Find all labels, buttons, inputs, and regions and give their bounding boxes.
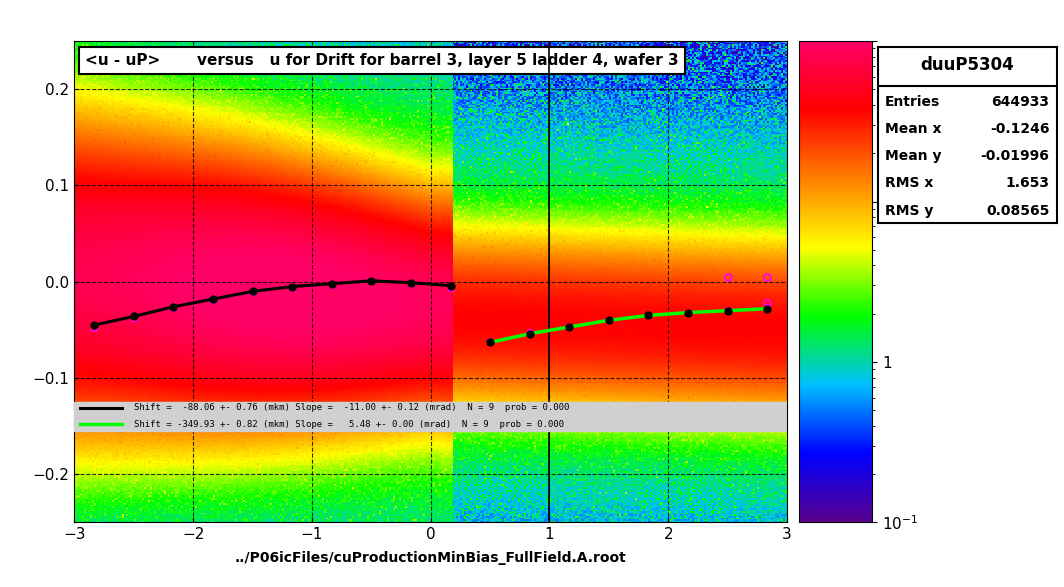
Text: Shift =  -88.06 +- 0.76 (mkm) Slope =  -11.00 +- 0.12 (mrad)  N = 9  prob = 0.00: Shift = -88.06 +- 0.76 (mkm) Slope = -11… bbox=[134, 403, 569, 413]
Text: 0.08565: 0.08565 bbox=[986, 204, 1049, 218]
Text: -0.01996: -0.01996 bbox=[981, 149, 1049, 163]
Text: duuP5304: duuP5304 bbox=[920, 56, 1014, 74]
Text: Entries: Entries bbox=[885, 95, 941, 109]
X-axis label: ../P06icFiles/cuProductionMinBias_FullField.A.root: ../P06icFiles/cuProductionMinBias_FullFi… bbox=[235, 551, 627, 565]
Text: RMS y: RMS y bbox=[885, 204, 933, 218]
Text: <u - uP>       versus   u for Drift for barrel 3, layer 5 ladder 4, wafer 3: <u - uP> versus u for Drift for barrel 3… bbox=[85, 53, 679, 68]
Text: 1.653: 1.653 bbox=[1005, 176, 1049, 190]
Text: 644933: 644933 bbox=[992, 95, 1049, 109]
Text: Shift = -349.93 +- 0.82 (mkm) Slope =   5.48 +- 0.00 (mrad)  N = 9  prob = 0.000: Shift = -349.93 +- 0.82 (mkm) Slope = 5.… bbox=[134, 420, 564, 429]
Text: -0.1246: -0.1246 bbox=[990, 122, 1049, 136]
Text: Mean x: Mean x bbox=[885, 122, 942, 136]
Text: RMS x: RMS x bbox=[885, 176, 933, 190]
Bar bbox=[74, 402, 787, 431]
Text: Mean y: Mean y bbox=[885, 149, 942, 163]
